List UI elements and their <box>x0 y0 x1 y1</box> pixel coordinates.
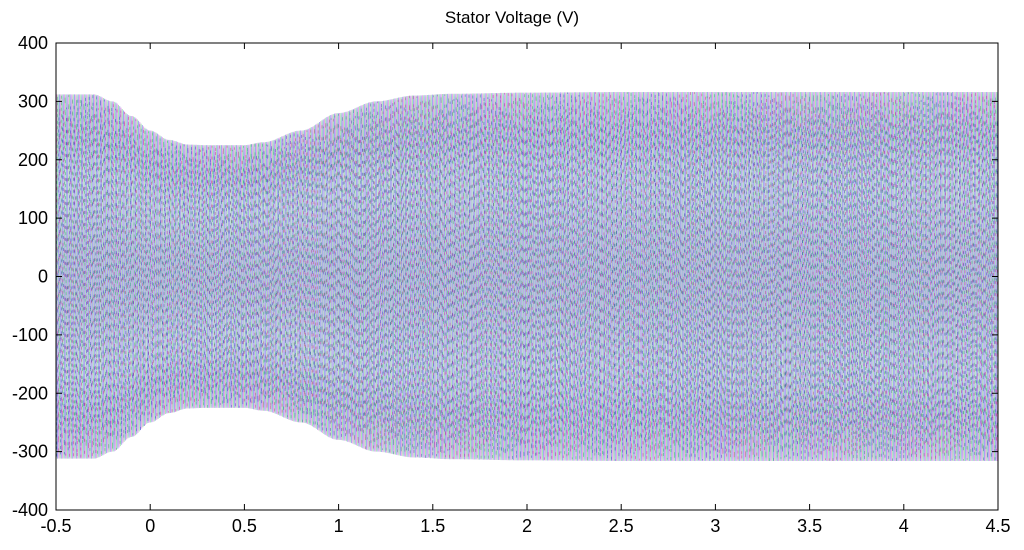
y-tick-label: -100 <box>12 325 48 345</box>
y-tick-label: 200 <box>18 150 48 170</box>
chart-title: Stator Voltage (V) <box>444 8 580 27</box>
y-tick-label: 400 <box>18 33 48 53</box>
x-tick-label: 2.5 <box>609 516 634 536</box>
x-tick-label: 4 <box>899 516 909 536</box>
x-tick-label: 3.5 <box>797 516 822 536</box>
y-tick-label: -200 <box>12 383 48 403</box>
y-tick-label: -300 <box>12 442 48 462</box>
y-tick-label: 0 <box>38 267 48 287</box>
y-tick-label: -400 <box>12 500 48 520</box>
series-phase-2 <box>56 92 998 461</box>
y-tick-label: 300 <box>18 91 48 111</box>
series-phase-2-trace <box>56 92 998 461</box>
x-tick-label: 4.5 <box>985 516 1010 536</box>
x-tick-label: -0.5 <box>40 516 71 536</box>
x-tick-label: 2 <box>522 516 532 536</box>
series-phase-1 <box>56 92 998 461</box>
x-tick-label: 3 <box>710 516 720 536</box>
y-tick-label: 100 <box>18 208 48 228</box>
x-tick-label: 0 <box>145 516 155 536</box>
x-tick-label: 0.5 <box>232 516 257 536</box>
x-tick-label: 1.5 <box>420 516 445 536</box>
x-tick-label: 1 <box>334 516 344 536</box>
series-phase-1-trace <box>56 92 998 461</box>
